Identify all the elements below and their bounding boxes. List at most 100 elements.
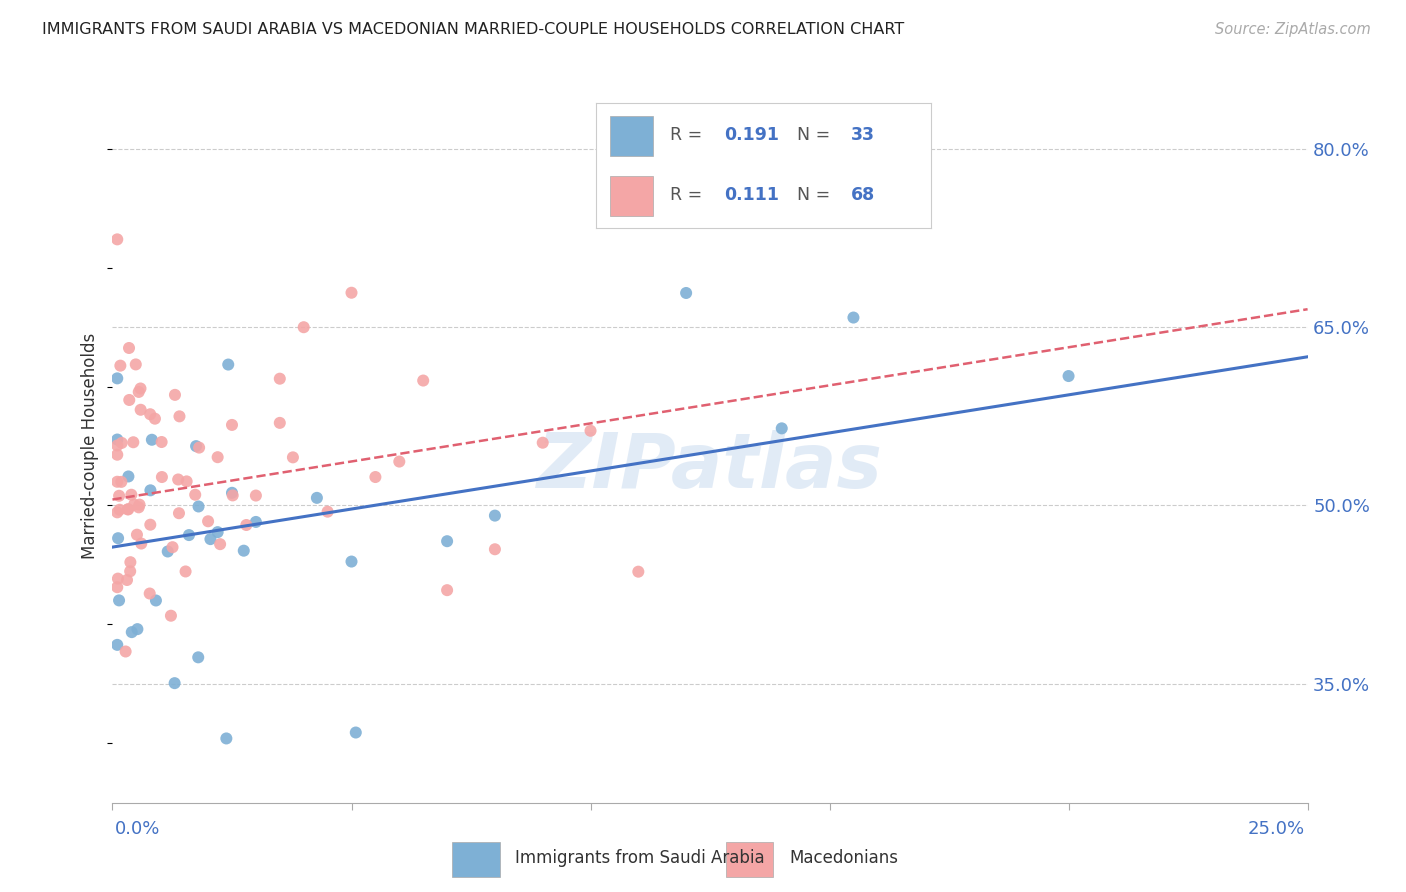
Point <box>129 382 152 396</box>
Point <box>139 407 162 421</box>
Point <box>143 411 166 425</box>
Point <box>129 402 152 417</box>
Point <box>139 517 162 532</box>
Point <box>117 502 139 516</box>
Y-axis label: Married-couple Households: Married-couple Households <box>82 333 100 559</box>
Point <box>221 417 243 432</box>
Point <box>167 473 190 487</box>
Point <box>105 438 128 452</box>
Point <box>292 320 315 334</box>
Point <box>484 542 506 557</box>
Text: Source: ZipAtlas.com: Source: ZipAtlas.com <box>1215 22 1371 37</box>
Point <box>111 436 134 450</box>
Point <box>162 540 184 554</box>
Point <box>128 500 150 515</box>
Point <box>269 372 291 386</box>
Point <box>245 515 267 529</box>
Point <box>184 439 207 453</box>
Point <box>176 475 198 489</box>
Point <box>115 573 138 587</box>
Point <box>156 544 179 558</box>
Point <box>221 485 243 500</box>
Point <box>627 565 650 579</box>
Point <box>232 543 254 558</box>
Point <box>108 593 131 607</box>
Point <box>340 285 363 300</box>
Point <box>174 565 197 579</box>
Point <box>245 489 267 503</box>
Point <box>340 555 363 569</box>
Point <box>842 310 865 325</box>
Point <box>107 572 129 586</box>
Point <box>187 500 209 514</box>
Point <box>163 676 186 690</box>
Point <box>117 469 139 483</box>
Point <box>675 285 697 300</box>
Point <box>436 583 458 598</box>
Point <box>117 502 139 516</box>
Point <box>128 498 150 512</box>
Point <box>120 488 142 502</box>
Point <box>412 374 434 388</box>
Point <box>108 489 131 503</box>
Point <box>215 731 238 746</box>
Point <box>188 441 211 455</box>
Point <box>118 392 141 407</box>
Point <box>235 518 257 533</box>
Point <box>105 433 128 447</box>
Point <box>105 580 128 594</box>
Point <box>150 435 173 450</box>
Point <box>1057 369 1080 384</box>
Point <box>107 531 129 545</box>
Point <box>388 454 411 468</box>
Point <box>114 644 136 658</box>
Point <box>531 435 554 450</box>
Point <box>121 625 143 640</box>
Point <box>120 564 142 578</box>
Point <box>108 502 131 516</box>
Point <box>269 416 291 430</box>
Point <box>207 525 229 540</box>
Point <box>579 424 602 438</box>
Point <box>138 586 160 600</box>
Point <box>141 433 163 447</box>
Point <box>125 358 148 372</box>
Point <box>344 725 367 739</box>
Point <box>177 528 200 542</box>
Point <box>139 483 162 498</box>
Point <box>364 470 387 484</box>
Point <box>110 475 132 489</box>
Point <box>105 475 128 489</box>
Point <box>122 498 145 512</box>
Point <box>105 505 128 519</box>
Point <box>436 534 458 549</box>
Point <box>484 508 506 523</box>
Point <box>217 358 239 372</box>
Point <box>105 448 128 462</box>
Point <box>110 359 132 373</box>
Point <box>105 371 128 385</box>
Point <box>316 505 339 519</box>
Point <box>105 638 128 652</box>
Point <box>160 608 183 623</box>
Text: 25.0%: 25.0% <box>1247 820 1305 838</box>
Point <box>187 650 209 665</box>
Text: IMMIGRANTS FROM SAUDI ARABIA VS MACEDONIAN MARRIED-COUPLE HOUSEHOLDS CORRELATION: IMMIGRANTS FROM SAUDI ARABIA VS MACEDONI… <box>42 22 904 37</box>
Point <box>207 450 229 465</box>
Point <box>163 388 186 402</box>
Point <box>200 532 222 546</box>
Point <box>169 409 191 424</box>
Point <box>120 555 142 569</box>
Text: 0.0%: 0.0% <box>115 820 160 838</box>
Point <box>118 341 141 355</box>
Point <box>150 470 173 484</box>
Point <box>105 232 128 246</box>
Point <box>128 384 150 399</box>
Point <box>122 435 145 450</box>
Text: ZIPatlas: ZIPatlas <box>537 431 883 504</box>
Point <box>184 488 207 502</box>
Point <box>221 488 243 502</box>
Point <box>197 514 219 528</box>
Point <box>305 491 328 505</box>
Point <box>770 421 793 435</box>
